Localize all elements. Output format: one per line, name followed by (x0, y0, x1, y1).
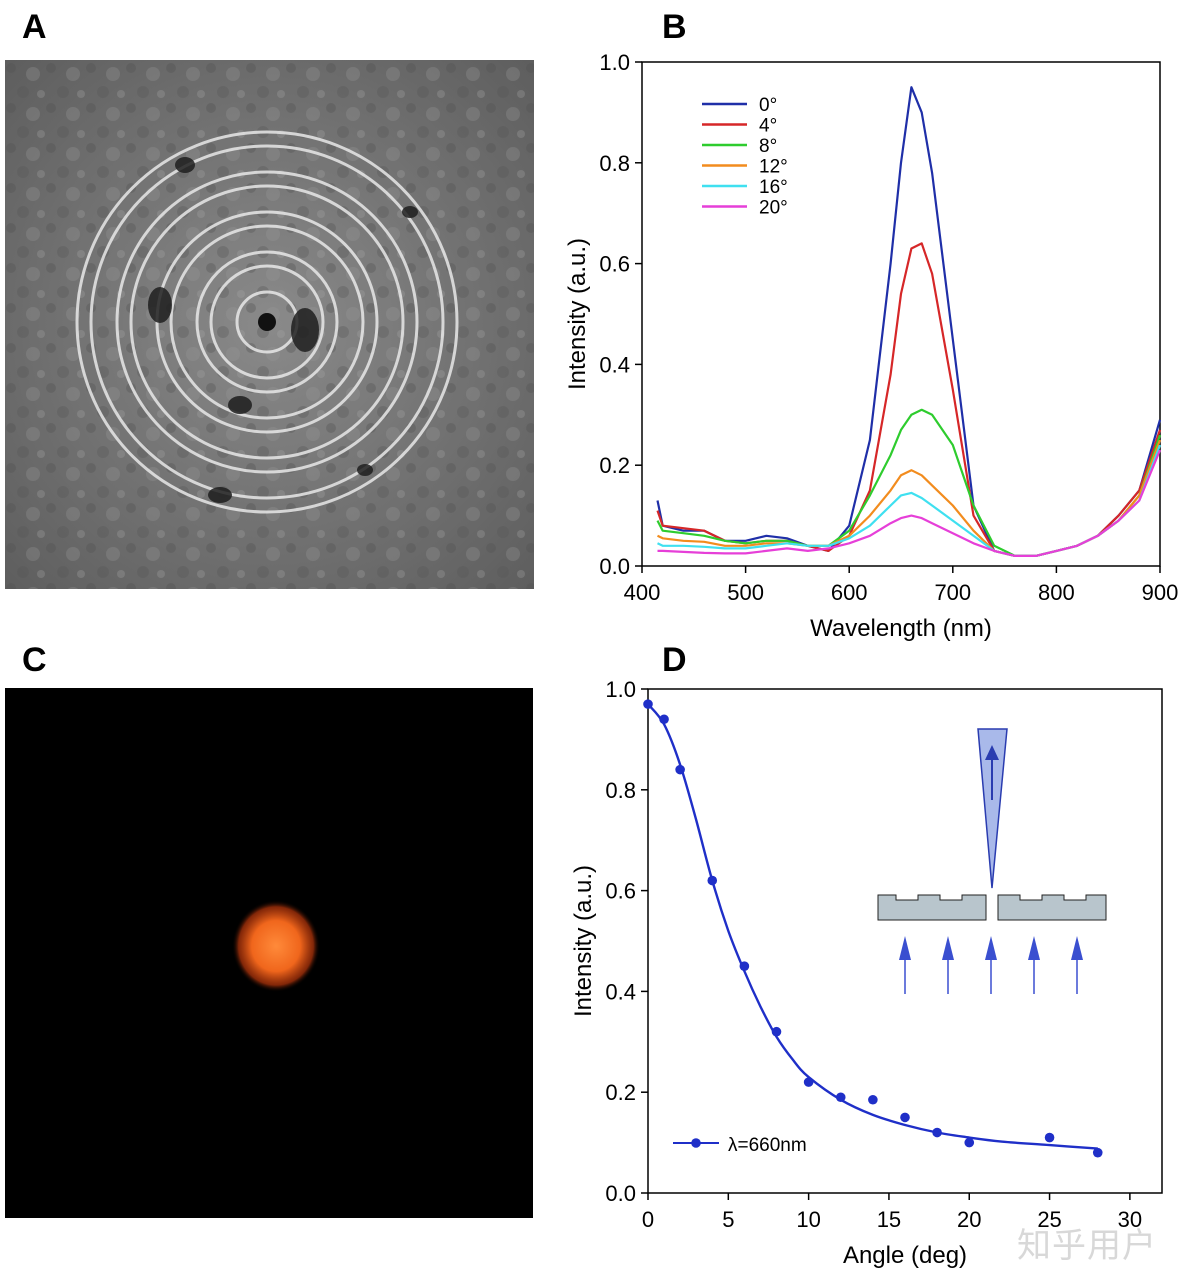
chart-d-y-tick-label: 0.2 (605, 1080, 636, 1105)
chart-d-x-tick-label: 5 (722, 1207, 734, 1232)
bullseye-sem-image (5, 60, 534, 589)
beam-spot-image (5, 688, 533, 1218)
chart-b-legend-label-0: 0° (759, 95, 777, 116)
panel-label-b: B (662, 8, 687, 46)
chart-d-data-point-0 (643, 699, 653, 709)
chart-d-y-tick-label: 0.0 (605, 1181, 636, 1206)
chart-b-series-line-3 (657, 439, 1162, 558)
inset-incident-arrow-head-4 (1071, 936, 1083, 960)
chart-b-plot-frame (641, 61, 1161, 567)
panel-label-a: A (22, 8, 47, 46)
chart-b-series-line-1 (656, 242, 1162, 558)
chart-d-data-point-7 (835, 1092, 846, 1103)
chart-b-x-tick-label: 500 (727, 580, 764, 605)
inset-incident-arrow-head-2 (985, 936, 997, 960)
chart-d-legend-label: λ=660nm (728, 1135, 807, 1156)
chart-d-x-tick-label: 20 (957, 1207, 981, 1232)
chart-d-data-point-11 (964, 1137, 975, 1148)
chart-b-x-tick-label: 800 (1038, 580, 1075, 605)
chart-d-legend-marker (691, 1138, 701, 1148)
chart-b-y-tick-label: 1.0 (599, 50, 630, 75)
bullseye-sem-graphic (5, 60, 534, 589)
panel-label-c: C (22, 641, 47, 679)
chart-b-y-tick-label: 0.0 (599, 554, 630, 579)
chart-b-x-tick-label: 700 (934, 580, 971, 605)
chart-d-data-point-4 (739, 961, 750, 971)
chart-d-x-tick-label: 25 (1037, 1207, 1061, 1232)
chart-b-y-tick-label: 0.6 (599, 252, 630, 277)
chart-d-data-point-12 (1044, 1132, 1055, 1143)
chart-b-series-line-2 (656, 408, 1162, 558)
inset-emission-arrow-head (985, 745, 999, 760)
inset-emission-cone (977, 728, 1008, 889)
chart-d: 0 5 10 15 20 25 30 0.0 0.2 0.4 0.6 0.8 1.0 Angle (deg… (570, 677, 1163, 1269)
inset-grating-left (877, 894, 987, 921)
chart-d-x-tick-label: 0 (642, 1207, 654, 1232)
chart-d-data-point-5 (771, 1026, 782, 1037)
chart-d-data-point-2 (675, 764, 685, 775)
chart-b: 400 500 600 700 800 900 0.0 0.2 0.4 0.6 0.8 1.0 Wave… (564, 50, 1178, 642)
chart-b-x-tick-label: 400 (624, 580, 661, 605)
chart-d-x-tick-label: 10 (796, 1207, 820, 1232)
chart-d-data-point-1 (659, 714, 669, 725)
chart-b-series-line-5 (657, 449, 1162, 558)
chart-b-y-tick-label: 0.4 (599, 352, 630, 377)
chart-d-data-point-13 (1092, 1147, 1103, 1158)
chart-d-data-point-3 (707, 875, 718, 886)
chart-b-y-axis-label: Intensity (a.u.) (564, 238, 591, 390)
chart-d-x-tick-label: 30 (1118, 1207, 1142, 1232)
chart-d-y-axis-label: Intensity (a.u.) (570, 865, 597, 1017)
chart-b-x-tick-label: 900 (1142, 580, 1179, 605)
panel-label-d: D (662, 641, 687, 679)
chart-b-series-line-4 (657, 444, 1162, 558)
chart-d-y-tick-label: 0.6 (605, 879, 636, 904)
chart-d-data-point-8 (868, 1094, 878, 1105)
chart-b-y-tick-label: 0.2 (599, 453, 630, 478)
chart-d-x-axis-label: Angle (deg) (843, 1242, 967, 1269)
watermark: 知乎用户 (1017, 1226, 1157, 1266)
inset-grating-right (997, 894, 1107, 921)
chart-b-legend-label-1: 4° (759, 116, 777, 137)
chart-d-x-tick-label: 15 (877, 1207, 901, 1232)
chart-b-series-line-0 (656, 86, 1162, 558)
chart-b-x-tick-label: 600 (831, 580, 868, 605)
chart-d-y-tick-label: 0.4 (605, 979, 636, 1004)
chart-b-legend-label-4: 16° (759, 177, 788, 198)
chart-d-plot-frame (647, 688, 1163, 1194)
chart-d-inset-schematic (877, 728, 1107, 994)
beam-spot (232, 900, 320, 992)
chart-b-x-axis-label: Wavelength (nm) (810, 615, 992, 642)
chart-b-legend-label-2: 8° (759, 136, 777, 157)
chart-d-y-tick-label: 0.8 (605, 778, 636, 803)
inset-incident-arrow-head-0 (899, 936, 911, 960)
beam-spot-graphic (5, 688, 533, 1218)
chart-d-data-point-10 (932, 1127, 942, 1138)
chart-b-legend-label-5: 20° (759, 198, 788, 219)
chart-d-y-tick-label: 1.0 (605, 677, 636, 702)
chart-d-data-point-6 (803, 1077, 814, 1087)
inset-incident-arrow-head-3 (1028, 936, 1040, 960)
inset-incident-arrow-head-1 (942, 936, 954, 960)
chart-d-data-point-9 (900, 1112, 910, 1123)
chart-b-y-tick-label: 0.8 (599, 151, 630, 176)
chart-d-fit-curve (647, 703, 1098, 1150)
chart-b-legend-label-3: 12° (759, 157, 788, 178)
